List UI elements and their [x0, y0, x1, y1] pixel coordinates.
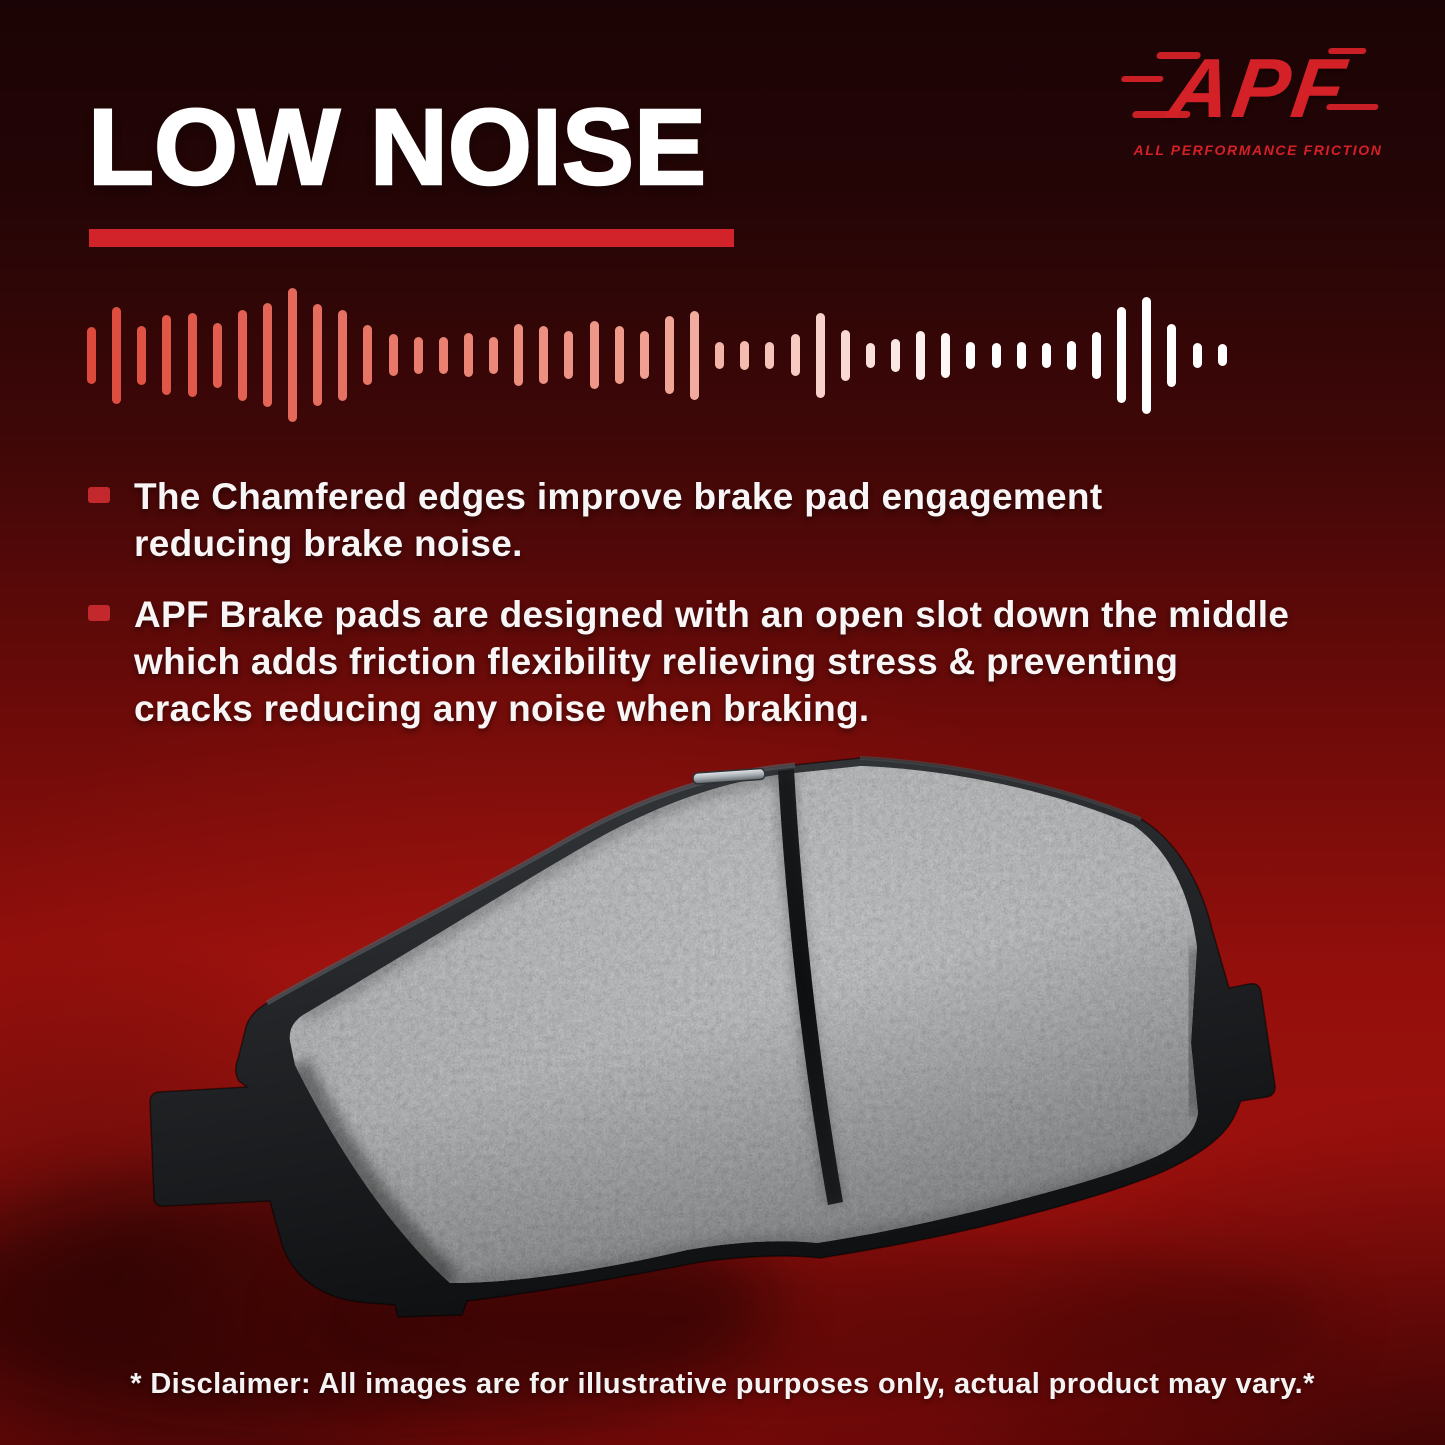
wave-bar [112, 306, 122, 404]
wave-bar [288, 288, 297, 422]
bullet-text: The Chamfered edges improve brake pad en… [134, 474, 1102, 568]
wave-bar [237, 309, 247, 401]
wave-bar [916, 330, 926, 380]
wave-bar [187, 313, 197, 397]
bullet-text: APF Brake pads are designed with an open… [134, 592, 1289, 733]
wave-bar [87, 326, 96, 384]
wave-bar [715, 341, 725, 369]
speed-line-icon [1131, 111, 1191, 119]
slot-shadow [776, 774, 844, 1205]
wave-bar [438, 336, 448, 374]
page-title: LOW NOISE [87, 86, 708, 207]
wave-bar [614, 326, 624, 384]
bullet-line: which adds friction flexibility relievin… [134, 640, 1179, 682]
wave-bar [313, 304, 323, 406]
apf-logo-icon: APF [1120, 41, 1379, 135]
wave-bar [639, 331, 649, 379]
wave-bar [865, 342, 875, 368]
wave-bar [966, 341, 976, 369]
bullet-line: cracks reducing any noise when braking. [134, 687, 870, 729]
wave-bar [413, 336, 423, 374]
wave-bar [690, 310, 699, 400]
wave-bar [489, 336, 498, 374]
wave-bar [212, 322, 222, 388]
brand-logo: APF ALL PERFORMANCE FRICTION [1108, 41, 1408, 159]
wave-bar [765, 341, 775, 369]
wave-bar [1167, 323, 1177, 387]
wave-bar [815, 312, 825, 398]
speed-line-icon [1155, 52, 1201, 59]
wave-bar [1016, 341, 1026, 369]
wave-bar [589, 321, 599, 389]
wave-bar [1066, 340, 1076, 370]
wave-bar [664, 316, 674, 394]
wave-bar [262, 303, 272, 407]
bullet-line: APF Brake pads are designed with an open… [134, 594, 1290, 635]
wave-bar [1192, 342, 1202, 368]
sound-wave [87, 284, 1227, 426]
wave-bar [840, 329, 850, 381]
shim-clip [692, 767, 766, 785]
wave-bar [1041, 342, 1051, 368]
wave-bar [1092, 331, 1101, 379]
bullet-marker [88, 487, 110, 503]
plate-highlight [859, 756, 1142, 821]
wave-bar [463, 333, 473, 377]
wave-bar [1142, 296, 1152, 414]
wave-bar [1217, 344, 1227, 366]
wave-bar [363, 325, 373, 385]
speed-line-icon [1327, 48, 1367, 54]
speed-line-icon [1325, 104, 1379, 111]
bullet-item: APF Brake pads are designed with an open… [88, 592, 1289, 733]
bullet-marker [88, 605, 110, 621]
bullet-item: The Chamfered edges improve brake pad en… [88, 474, 1102, 568]
speed-line-icon [1120, 76, 1164, 82]
wave-bar [740, 340, 750, 370]
wave-bar [539, 326, 549, 384]
brand-tagline: ALL PERFORMANCE FRICTION [1133, 142, 1383, 159]
wave-bar [514, 324, 524, 386]
wave-bar [891, 338, 900, 372]
wave-bar [162, 315, 172, 395]
wave-bar [388, 334, 398, 376]
wave-bar [790, 334, 800, 376]
title-underline [89, 229, 734, 247]
disclaimer-text: * Disclaimer: All images are for illustr… [130, 1368, 1315, 1400]
wave-bar [1117, 307, 1127, 403]
brake-pad-photo [0, 756, 1335, 1435]
bullet-line: The Chamfered edges improve brake pad en… [134, 476, 1103, 517]
wave-bar [991, 342, 1001, 368]
wave-bar [564, 331, 574, 379]
wave-bar [137, 325, 147, 385]
wave-bar [338, 309, 348, 401]
wave-bar [941, 332, 951, 378]
bullet-line: reducing brake noise. [134, 522, 523, 564]
